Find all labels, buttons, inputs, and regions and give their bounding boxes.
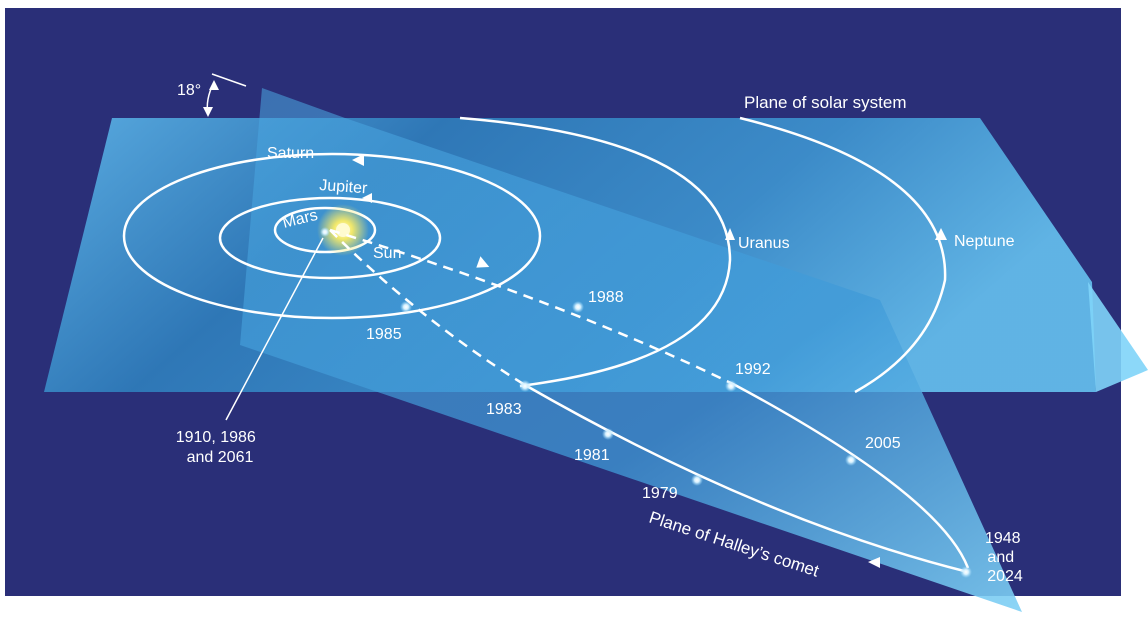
perihelion-label: 1910, 1986 and 2061 bbox=[176, 429, 261, 466]
year-2005-label: 2005 bbox=[865, 435, 901, 452]
comet-dot-aphelion bbox=[960, 566, 972, 578]
comet-dot-perihelion bbox=[320, 227, 330, 237]
aphelion-label-line-1: 1948 bbox=[985, 530, 1021, 547]
mars-orbit bbox=[273, 206, 377, 254]
halley-orbit-lower-dashed bbox=[329, 229, 526, 387]
angle-reference-line bbox=[211, 73, 247, 87]
comet-dot-1979 bbox=[691, 474, 703, 486]
year-1979-label: 1979 bbox=[642, 485, 678, 502]
perihelion-label-line-2: and 2061 bbox=[187, 449, 254, 466]
year-1981-label: 1981 bbox=[574, 447, 610, 464]
neptune-orbit bbox=[739, 116, 947, 394]
comet-dot-1983 bbox=[519, 380, 531, 392]
halley-orbit-upper-dashed bbox=[329, 228, 736, 387]
saturn-orbit-arrow-icon bbox=[352, 154, 364, 166]
comet-plane bbox=[240, 88, 1022, 612]
comet-dot-1985 bbox=[400, 301, 412, 313]
halley-orbit-arrow-lower-icon bbox=[868, 557, 880, 568]
jupiter-orbit-arrow-icon bbox=[362, 193, 372, 203]
aphelion-label-line-3: 2024 bbox=[987, 568, 1023, 585]
comet-dot-1988 bbox=[572, 301, 584, 313]
angle-arrow-bottom-icon bbox=[203, 107, 213, 117]
neptune-label: Neptune bbox=[954, 233, 1015, 250]
solar-plane-edge-light bbox=[1088, 282, 1148, 392]
angle-arrow-top-icon bbox=[209, 80, 219, 90]
aphelion-label: 1948 and 2024 bbox=[985, 530, 1025, 585]
comet-dot-2005 bbox=[845, 454, 857, 466]
aphelion-label-line-2: and bbox=[987, 549, 1014, 566]
uranus-label: Uranus bbox=[738, 235, 790, 252]
perihelion-label-line-1: 1910, 1986 bbox=[176, 429, 256, 446]
uranus-orbit-arrow-icon bbox=[725, 228, 735, 240]
uranus-orbit bbox=[459, 116, 732, 388]
neptune-orbit-arrow-icon bbox=[935, 228, 947, 240]
perihelion-leader-line bbox=[225, 237, 324, 421]
comet-dot-1992 bbox=[725, 380, 737, 392]
jupiter-orbit bbox=[218, 196, 442, 280]
year-1988-label: 1988 bbox=[588, 289, 624, 306]
comet-dot-1981 bbox=[602, 428, 614, 440]
halley-orbit-lower-solid bbox=[524, 383, 969, 574]
sun-icon bbox=[336, 223, 350, 237]
halley-orbit-arrow-upper-icon bbox=[476, 256, 490, 268]
saturn-label: Saturn bbox=[267, 145, 314, 162]
saturn-orbit bbox=[122, 152, 542, 320]
sun-label: Sun bbox=[373, 245, 401, 262]
year-1992-label: 1992 bbox=[735, 361, 771, 378]
year-1983-label: 1983 bbox=[486, 401, 522, 418]
solar-plane-label: Plane of solar system bbox=[744, 93, 907, 112]
halley-orbit-upper-solid bbox=[734, 383, 970, 569]
year-1985-label: 1985 bbox=[366, 326, 402, 343]
angle-label: 18° bbox=[177, 82, 201, 99]
jupiter-label: Jupiter bbox=[319, 177, 369, 197]
